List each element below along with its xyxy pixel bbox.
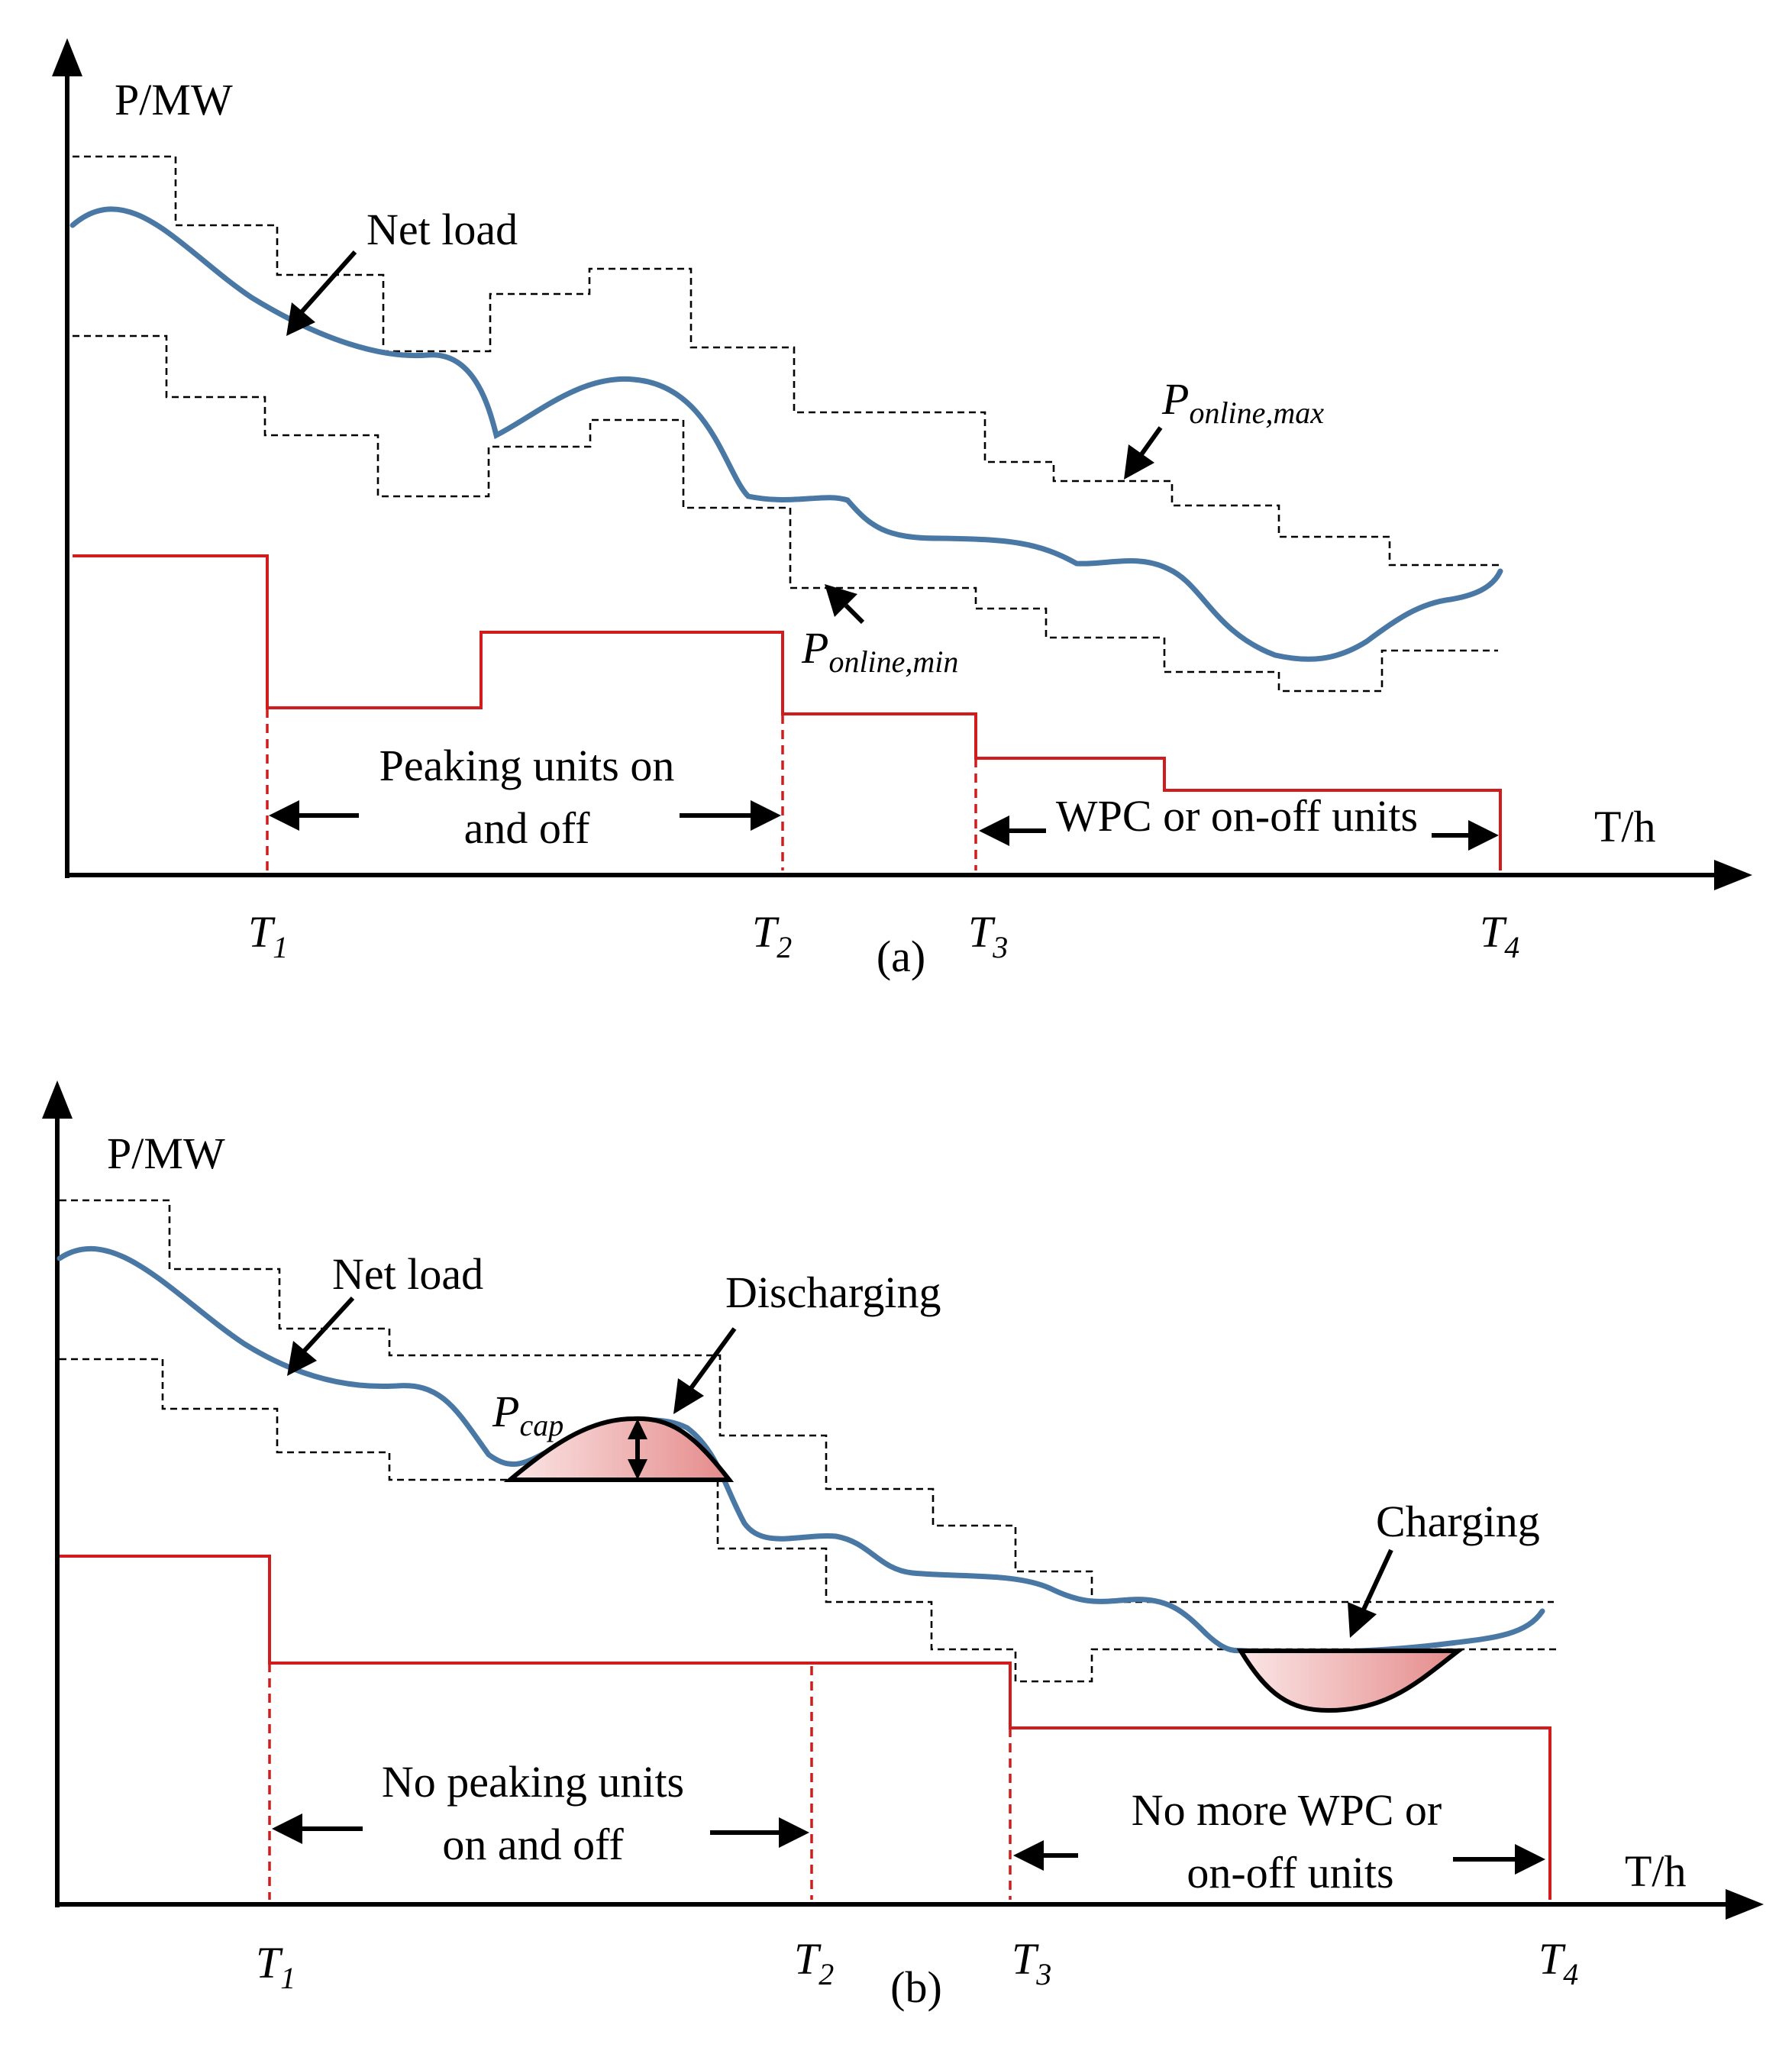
net-load-arrowhead-b	[287, 1341, 317, 1376]
x-axis-arrowhead-a	[1714, 860, 1752, 890]
zone2-left-arrowhead-a	[979, 815, 1009, 846]
zone2-line2-b: on-off units	[1187, 1848, 1393, 1897]
discharging-region	[503, 1416, 735, 1482]
zone2-left-arrowhead-b	[1013, 1840, 1044, 1871]
cap-label: Pcap	[492, 1387, 563, 1442]
online-max-bound-b	[60, 1199, 1554, 1603]
net-load-pointer-a	[297, 250, 357, 316]
online-max-pointer	[1139, 426, 1163, 456]
zone1-line1-b: No peaking units	[382, 1757, 684, 1807]
tick-t4-a: T4	[1480, 907, 1519, 964]
zone2-text-a: WPC or on-off units	[1056, 791, 1418, 841]
zone1-line2-a: and off	[464, 803, 591, 853]
online-min-bound-a	[73, 334, 1498, 693]
zone2-line1-b: No more WPC or	[1132, 1785, 1442, 1835]
zone1-line1-a: Peaking units on	[379, 741, 675, 790]
x-axis-arrowhead-b	[1726, 1889, 1764, 1920]
cap-arrowhead-down	[628, 1459, 647, 1480]
peaking-output-a	[73, 554, 1502, 870]
tick-t4-b: T4	[1539, 1934, 1578, 1991]
discharging-pointer	[689, 1327, 737, 1390]
net-load-curve-a	[69, 206, 1503, 662]
panel-a: P/MW T/h Net load Ponline,max Ponline,mi…	[52, 38, 1752, 981]
tick-t1-a: T1	[248, 907, 288, 964]
online-max-bound-a	[73, 155, 1500, 567]
zone2-right-arrowhead-a	[1468, 820, 1499, 851]
y-axis-arrowhead-a	[52, 38, 82, 76]
charging-pointer	[1361, 1549, 1393, 1613]
zone1-left-arrowhead-a	[269, 800, 299, 831]
zone2-right-arrowhead-b	[1515, 1844, 1545, 1875]
y-axis-label-b: P/MW	[107, 1129, 225, 1178]
zone1-left-arrowhead-b	[272, 1813, 302, 1844]
net-load-label-b: Net load	[332, 1249, 483, 1299]
online-max-arrowhead	[1124, 444, 1154, 480]
cap-arrowhead-up	[628, 1419, 647, 1439]
x-axis-label-a: T/h	[1594, 802, 1656, 851]
online-max-label: Ponline,max	[1161, 374, 1324, 430]
online-min-label: Ponline,min	[801, 623, 958, 679]
zone1-right-arrowhead-a	[751, 800, 781, 831]
tick-t3-b: T3	[1012, 1934, 1051, 1991]
net-load-pointer-b	[299, 1296, 355, 1356]
online-min-bound-b	[60, 1358, 1558, 1683]
caption-a: (a)	[877, 932, 925, 981]
y-axis-arrowhead-b	[42, 1080, 73, 1119]
tick-t1-b: T1	[256, 1938, 295, 1995]
discharging-arrowhead	[673, 1378, 704, 1414]
charging-arrowhead	[1348, 1602, 1377, 1638]
tick-t2-b: T2	[794, 1934, 834, 1991]
net-load-arrowhead-a	[286, 302, 315, 336]
tick-t2-a: T2	[752, 907, 792, 964]
charging-region	[1236, 1649, 1465, 1713]
online-min-pointer	[844, 603, 865, 625]
net-load-label-a: Net load	[366, 205, 518, 254]
tick-t3-a: T3	[968, 907, 1008, 964]
zone1-line2-b: on and off	[442, 1820, 624, 1869]
charging-label: Charging	[1376, 1497, 1540, 1546]
online-min-arrowhead	[825, 584, 857, 617]
discharging-label: Discharging	[725, 1268, 941, 1317]
zone1-right-arrowhead-b	[779, 1817, 809, 1848]
caption-b: (b)	[890, 1962, 942, 2012]
panel-b: P/MW T/h Net load Discharging Charging	[42, 1080, 1764, 2012]
peaking-output-b	[60, 1555, 1551, 1900]
y-axis-label-a: P/MW	[115, 75, 233, 124]
x-axis-label-b: T/h	[1625, 1846, 1687, 1896]
